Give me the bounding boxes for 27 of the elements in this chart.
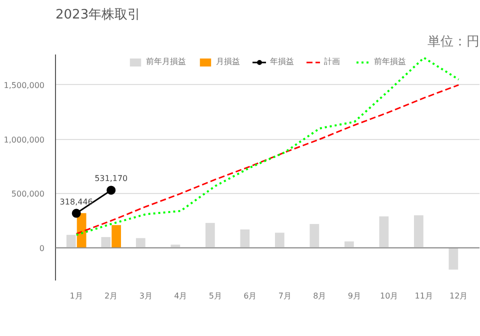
x-tick-label: 2月	[104, 292, 118, 300]
y-tick-label: 1,000,000	[4, 135, 45, 144]
legend-label: 月損益	[216, 56, 240, 67]
x-tick-label: 5月	[208, 292, 222, 300]
bar	[112, 225, 122, 248]
data-label: 531,170	[94, 174, 128, 184]
text: 単位：円	[428, 34, 480, 50]
y-tick-label: 500,000	[11, 190, 45, 199]
y-tick-label: 1,500,000	[4, 80, 45, 90]
bar	[76, 213, 86, 248]
x-tick-label: 11月	[414, 292, 433, 300]
x-tick-label: 4月	[174, 292, 188, 300]
data-label: 318,446	[60, 197, 93, 206]
x-tick-label: 7月	[278, 292, 292, 300]
legend-label: 年損益	[270, 56, 294, 67]
x-tick-label: 6月	[244, 292, 257, 300]
chart-title: 2023年株取引	[56, 8, 141, 22]
x-tick-label: 1月	[70, 292, 83, 300]
x-tick-label: 3月	[139, 292, 152, 300]
x-tick-label: 8月	[313, 292, 326, 300]
x-tick-label: 12月	[450, 292, 468, 300]
y-tick-label: 0	[39, 244, 45, 253]
x-tick-label: 10月	[380, 292, 398, 300]
legend-label: 計画	[324, 56, 341, 67]
legend-label: 前年損益	[374, 56, 406, 67]
legend-label: 前年月損益	[146, 56, 186, 67]
x-tick-label: 9月	[348, 292, 361, 300]
